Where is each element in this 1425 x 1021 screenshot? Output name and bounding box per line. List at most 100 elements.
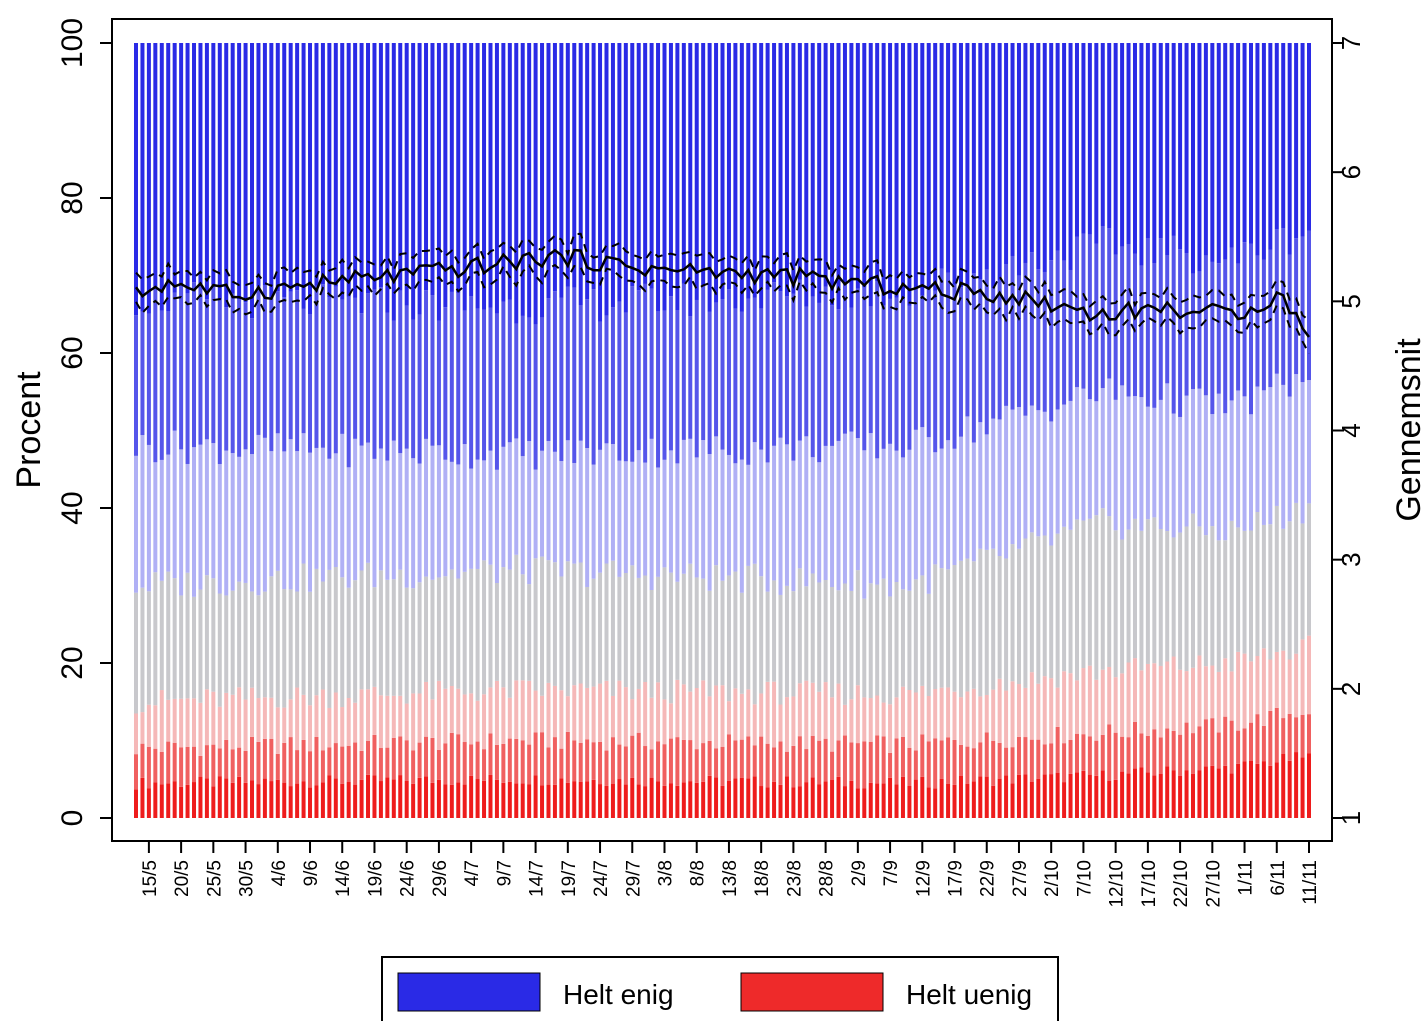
- bar-segment: [1171, 43, 1176, 236]
- bar-segment: [572, 563, 577, 686]
- bar-segment: [913, 43, 918, 288]
- bar-segment: [1249, 761, 1253, 818]
- bar-segment: [1210, 43, 1215, 262]
- bar-segment: [849, 43, 854, 308]
- bar-segment: [585, 687, 590, 740]
- bar-segment: [494, 313, 499, 470]
- y-tick-label: 0: [56, 810, 89, 827]
- bar-segment: [1223, 259, 1228, 414]
- bar-segment: [1036, 739, 1041, 779]
- bar-segment: [172, 578, 177, 699]
- bar-segment: [153, 43, 158, 288]
- bar-segment: [591, 779, 596, 818]
- y2-tick-label: 3: [1336, 552, 1366, 566]
- bar-segment: [404, 740, 409, 781]
- bar-segment: [572, 462, 577, 564]
- bar-segment: [204, 745, 209, 779]
- bar-segment: [849, 590, 854, 700]
- bar-segment: [1107, 516, 1112, 667]
- bar-segment: [733, 43, 738, 309]
- bar-segment: [842, 786, 847, 818]
- bar-segment: [720, 299, 725, 450]
- bar-segment: [1087, 665, 1092, 737]
- bar-segment: [623, 43, 628, 313]
- bar-segment: [559, 778, 564, 818]
- bar-segment: [494, 583, 499, 681]
- bar-segment: [1016, 684, 1021, 737]
- bar-segment: [1165, 255, 1170, 384]
- bar-segment: [430, 43, 435, 296]
- bar-segment: [1197, 770, 1202, 818]
- bar-segment: [314, 785, 319, 818]
- bar-segment: [1107, 666, 1112, 725]
- bar-segment: [295, 290, 300, 452]
- bar-segment: [378, 43, 383, 288]
- legend-label-helt-uenig: Helt uenig: [906, 979, 1032, 1010]
- bar-segment: [939, 568, 944, 688]
- bar-segment: [140, 311, 145, 436]
- bar-segment: [1023, 415, 1028, 539]
- bar-segment: [1307, 380, 1311, 504]
- bar-segment: [301, 43, 306, 309]
- bar-segment: [308, 751, 313, 788]
- bar-segment: [720, 449, 725, 581]
- bar-segment: [1016, 406, 1021, 549]
- bar-segment: [675, 463, 680, 582]
- bar-segment: [1184, 395, 1189, 527]
- bar-segment: [153, 705, 158, 749]
- bar-segment: [146, 746, 151, 789]
- bar-segment: [836, 590, 841, 684]
- bar-segment: [1055, 409, 1060, 534]
- bar-segment: [295, 687, 300, 751]
- bar-segment: [701, 680, 706, 744]
- bar-segment: [301, 781, 306, 818]
- bar-segment: [1132, 658, 1137, 722]
- bar-segment: [1120, 771, 1125, 818]
- bar-segment: [1178, 43, 1183, 250]
- bar-segment: [488, 564, 493, 688]
- bar-segment: [1300, 523, 1305, 640]
- bar-segment: [1203, 535, 1208, 667]
- bar-segment: [269, 451, 274, 577]
- bar-segment: [830, 751, 835, 780]
- bar-segment: [166, 571, 171, 700]
- bar-segment: [372, 587, 377, 687]
- bar-segment: [417, 582, 422, 694]
- bar-segment: [565, 561, 570, 697]
- bar-segment: [1158, 399, 1163, 529]
- bar-segment: [1171, 730, 1176, 771]
- bar-segment: [443, 307, 448, 460]
- bar-segment: [778, 741, 783, 785]
- bar-segment: [888, 596, 893, 705]
- bar-segment: [598, 683, 603, 742]
- bar-segment: [1139, 733, 1144, 768]
- bar-segment: [784, 776, 789, 818]
- bar-segment: [237, 299, 242, 457]
- bar-segment: [1029, 43, 1034, 253]
- bar-segment: [469, 43, 474, 297]
- bar-segment: [1287, 713, 1292, 761]
- bar-segment: [610, 443, 615, 561]
- bar-segment: [830, 587, 835, 698]
- bar-segment: [1042, 676, 1047, 745]
- bar-segment: [881, 448, 886, 579]
- bar-segment: [462, 742, 467, 785]
- bar-segment: [572, 685, 577, 741]
- bar-segment: [1261, 725, 1266, 762]
- bar-segment: [417, 742, 422, 778]
- bar-segment: [965, 746, 970, 784]
- bar-segment: [1158, 773, 1163, 818]
- bar-segment: [759, 576, 764, 694]
- bar-segment: [411, 319, 416, 459]
- bar-segment: [1307, 753, 1311, 818]
- bar-segment: [836, 43, 841, 310]
- bar-segment: [288, 699, 293, 738]
- bar-segment: [1004, 747, 1009, 776]
- bar-segment: [1062, 526, 1067, 672]
- bar-segment: [443, 743, 448, 785]
- bar-segment: [746, 464, 751, 566]
- bar-segment: [527, 784, 532, 818]
- x-tick-label: 24/7: [591, 860, 612, 897]
- bar-segment: [443, 459, 448, 577]
- y2-axis-label: Gennemsnit: [1390, 338, 1425, 522]
